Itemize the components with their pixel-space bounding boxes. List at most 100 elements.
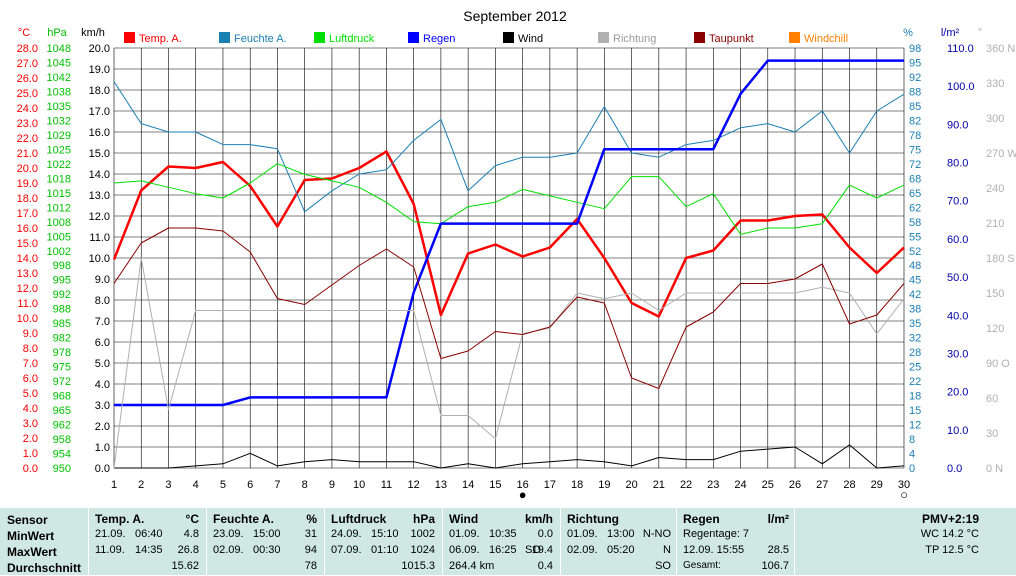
x-tick-label: 12 — [408, 479, 420, 491]
pressure-tick-label: 1032 — [47, 115, 71, 127]
wind-tick-label: 2.0 — [95, 421, 110, 433]
x-tick-label: 28 — [843, 479, 855, 491]
humidity-tick-label: 45 — [909, 275, 921, 287]
wind-tick-label: 20.0 — [89, 43, 110, 55]
stats-label-max: MaxWert — [7, 545, 57, 559]
stats-richtung-avg-value: SO — [655, 560, 671, 572]
wind-tick-label: 19.0 — [89, 64, 110, 76]
x-tick-label: 14 — [462, 479, 474, 491]
stats-regen-total-label: Gesamt: — [683, 560, 721, 571]
pressure-tick-label: 1025 — [47, 144, 71, 156]
humidity-tick-label: 98 — [909, 43, 921, 55]
stats-wind-distance: 264.4 km — [449, 560, 495, 572]
pressure-tick-label: 1042 — [47, 72, 71, 84]
direction-tick-label: 0 N — [986, 463, 1003, 475]
x-tick-label: 24 — [734, 479, 746, 491]
weather-chart: 1 2 3 4 5 6 7 8 9 10 11 12 13 14 15 16 17 18 19 20 21 22 23 24 2… — [0, 0, 1016, 508]
stats-luftdruck-min-value: 1002 — [410, 528, 435, 540]
pressure-tick-label: 954 — [53, 449, 71, 461]
wind-tick-label: 3.0 — [95, 400, 110, 412]
wind-tick-label: 12.0 — [89, 211, 110, 223]
stats-feuchte-avg-value: 78 — [304, 560, 317, 572]
stats-temp-min-date: 21.09. — [95, 528, 126, 540]
stats-temp-min-time: 06:40 — [135, 528, 163, 540]
legend-swatch — [219, 32, 230, 43]
direction-tick-label: 60 — [986, 393, 998, 405]
wind-tick-label: 7.0 — [95, 316, 110, 328]
chart-background — [0, 0, 1016, 508]
direction-tick-label: 330 — [986, 78, 1004, 90]
stats-luftdruck-max-value: 1024 — [410, 544, 435, 556]
stats-feuchte-unit: % — [306, 512, 317, 526]
pressure-tick-label: 972 — [53, 376, 71, 388]
rain-tick-label: 100.0 — [947, 81, 975, 93]
humidity-tick-label: 22 — [909, 376, 921, 388]
temp-tick-label: 21.0 — [17, 148, 38, 160]
temp-tick-label: 23.0 — [17, 118, 38, 130]
stats-label-avg: Durchschnitt — [7, 561, 82, 575]
wind-tick-label: 8.0 — [95, 295, 110, 307]
x-tick-label: 10 — [353, 479, 365, 491]
stats-wind-header: Wind — [449, 512, 479, 526]
humidity-tick-label: 82 — [909, 115, 921, 127]
temp-tick-label: 0.0 — [23, 463, 38, 475]
rain-tick-label: 40.0 — [947, 310, 968, 322]
humidity-tick-label: 68 — [909, 173, 921, 185]
stats-col-richtung: Richtung 01.09. 13:00 N-NO 02.09. 05:20 … — [560, 508, 677, 575]
stats-richtung-min-value: N-NO — [642, 528, 671, 540]
direction-tick-label: 240 — [986, 183, 1004, 195]
x-tick-label: 11 — [381, 479, 392, 491]
temp-tick-label: 6.0 — [23, 373, 38, 385]
series-line-richtung — [113, 257, 905, 469]
temp-tick-label: 14.0 — [17, 253, 38, 265]
series-line-temp-a — [112, 150, 905, 318]
stats-richtung-min-time: 13:00 — [607, 528, 635, 540]
rain-tick-label: 50.0 — [947, 272, 968, 284]
x-tick-label: 22 — [680, 479, 692, 491]
stats-temp-max-time: 14:35 — [135, 544, 163, 556]
stats-col-temp: Temp. A. °C 21.09. 06:40 4.8 11.09. 14:3… — [88, 508, 207, 575]
stats-richtung-max-value: N — [663, 544, 671, 556]
humidity-tick-label: 8 — [909, 434, 915, 446]
legend-label: Feuchte A. — [234, 33, 287, 45]
rain-unit-label: l/m² — [941, 27, 960, 39]
wind-tick-label: 14.0 — [89, 169, 110, 181]
wind-tick-label: 13.0 — [89, 190, 110, 202]
stats-pmv-windchill: WC 14.2 °C — [920, 528, 979, 540]
x-tick-label: 30 — [898, 479, 910, 491]
rain-tick-label: 80.0 — [947, 158, 968, 170]
wind-tick-label: 16.0 — [89, 127, 110, 139]
wind-tick-label: 6.0 — [95, 337, 110, 349]
pressure-tick-label: 1018 — [47, 173, 71, 185]
temp-tick-label: 10.0 — [17, 313, 38, 325]
stats-col-sensor: Sensor MinWert MaxWert Durchschnitt — [0, 508, 88, 575]
stats-label-min: MinWert — [7, 529, 55, 543]
humidity-tick-label: 32 — [909, 333, 921, 345]
stats-wind-unit: km/h — [524, 512, 553, 526]
legend-swatch — [694, 32, 705, 43]
stats-feuchte-max-time: 00:30 — [253, 544, 281, 556]
stats-wind-min-value: 0.0 — [537, 528, 553, 540]
humidity-tick-label: 52 — [909, 246, 921, 258]
stats-temp-unit: °C — [185, 512, 199, 526]
x-tick-label: 19 — [598, 479, 610, 491]
x-tick-label: 27 — [816, 479, 828, 491]
temp-tick-label: 24.0 — [17, 103, 38, 115]
direction-tick-label: 300 — [986, 113, 1004, 125]
pressure-tick-label: 1012 — [47, 202, 71, 214]
stats-richtung-header: Richtung — [567, 512, 619, 526]
moon-phase-icon: ● — [519, 487, 527, 502]
wind-tick-label: 11.0 — [89, 232, 110, 244]
legend-label: Richtung — [613, 33, 656, 45]
pressure-tick-label: 1008 — [47, 217, 71, 229]
stats-regen-days: Regentage: 7 — [683, 528, 750, 540]
humidity-tick-label: 55 — [909, 231, 921, 243]
x-tick-label: 2 — [138, 479, 144, 491]
stats-luftdruck-unit: hPa — [412, 512, 435, 526]
pressure-tick-label: 985 — [53, 318, 71, 330]
wind-tick-label: 15.0 — [89, 148, 110, 160]
wind-tick-label: 0.0 — [95, 463, 110, 475]
direction-tick-label: 210 — [986, 218, 1004, 230]
stats-luftdruck-avg-value: 1015.3 — [401, 560, 435, 572]
legend-swatch — [124, 32, 135, 43]
